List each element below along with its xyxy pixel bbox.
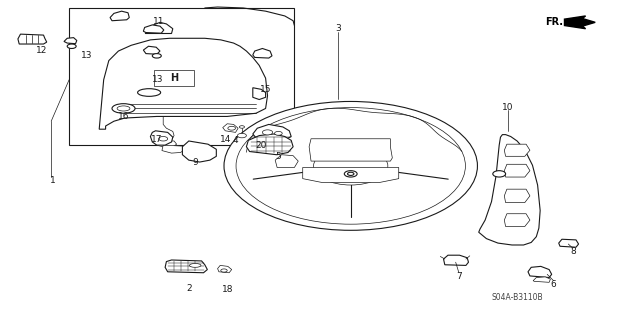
Circle shape [348, 172, 354, 175]
Text: 18: 18 [222, 285, 234, 294]
Circle shape [262, 130, 273, 135]
Text: 7: 7 [456, 272, 461, 281]
Polygon shape [154, 70, 194, 86]
Circle shape [275, 131, 282, 135]
Ellipse shape [117, 106, 130, 111]
Polygon shape [253, 88, 266, 100]
Polygon shape [559, 239, 579, 247]
Polygon shape [275, 155, 298, 167]
Polygon shape [64, 38, 77, 44]
Text: 8: 8 [570, 247, 575, 256]
Circle shape [493, 171, 506, 177]
Polygon shape [157, 140, 177, 147]
Polygon shape [145, 22, 173, 33]
Ellipse shape [314, 147, 388, 185]
Text: 15: 15 [260, 85, 271, 94]
Polygon shape [143, 46, 160, 54]
Text: 13: 13 [81, 51, 92, 60]
Text: 4: 4 [233, 136, 238, 145]
Circle shape [344, 171, 357, 177]
Polygon shape [162, 145, 186, 153]
Text: 13: 13 [152, 75, 164, 84]
Polygon shape [223, 124, 238, 132]
Ellipse shape [236, 108, 465, 224]
Polygon shape [18, 34, 47, 44]
Circle shape [152, 54, 161, 58]
Polygon shape [528, 266, 552, 278]
Polygon shape [253, 124, 291, 140]
Polygon shape [564, 16, 595, 29]
Text: 9: 9 [193, 158, 198, 167]
Ellipse shape [112, 104, 135, 113]
Text: H: H [170, 73, 178, 83]
Polygon shape [165, 260, 207, 273]
Polygon shape [303, 167, 399, 182]
Polygon shape [504, 144, 530, 156]
Polygon shape [150, 131, 173, 145]
Ellipse shape [138, 89, 161, 96]
Text: 10: 10 [502, 103, 513, 112]
Polygon shape [99, 38, 268, 129]
Circle shape [67, 44, 76, 48]
Circle shape [239, 126, 244, 128]
Text: 5: 5 [276, 152, 281, 161]
Text: 6: 6 [551, 280, 556, 289]
Text: 12: 12 [36, 46, 47, 55]
Polygon shape [444, 255, 468, 265]
Text: 3: 3 [335, 24, 340, 33]
Text: 2: 2 [186, 284, 191, 293]
Text: FR.: FR. [545, 17, 563, 27]
Circle shape [159, 137, 168, 141]
Polygon shape [504, 164, 530, 177]
Polygon shape [504, 189, 530, 203]
Polygon shape [182, 141, 216, 162]
Polygon shape [253, 48, 272, 58]
Text: 1: 1 [51, 176, 56, 185]
Polygon shape [504, 214, 530, 226]
Text: 11: 11 [153, 17, 164, 26]
Polygon shape [246, 134, 293, 155]
Polygon shape [309, 139, 392, 161]
Polygon shape [533, 277, 550, 282]
Text: S04A-B3110B: S04A-B3110B [492, 293, 543, 302]
Ellipse shape [224, 101, 477, 230]
Circle shape [228, 126, 236, 130]
Text: 20: 20 [255, 141, 267, 150]
Text: 14: 14 [220, 135, 231, 144]
Text: 16: 16 [118, 112, 129, 121]
Circle shape [237, 133, 246, 138]
Polygon shape [218, 265, 232, 273]
Polygon shape [110, 11, 129, 21]
Bar [69, 8, 294, 145]
Polygon shape [479, 135, 540, 245]
Polygon shape [143, 25, 164, 33]
Text: 17: 17 [151, 135, 163, 144]
Circle shape [221, 269, 227, 272]
Ellipse shape [189, 263, 201, 267]
